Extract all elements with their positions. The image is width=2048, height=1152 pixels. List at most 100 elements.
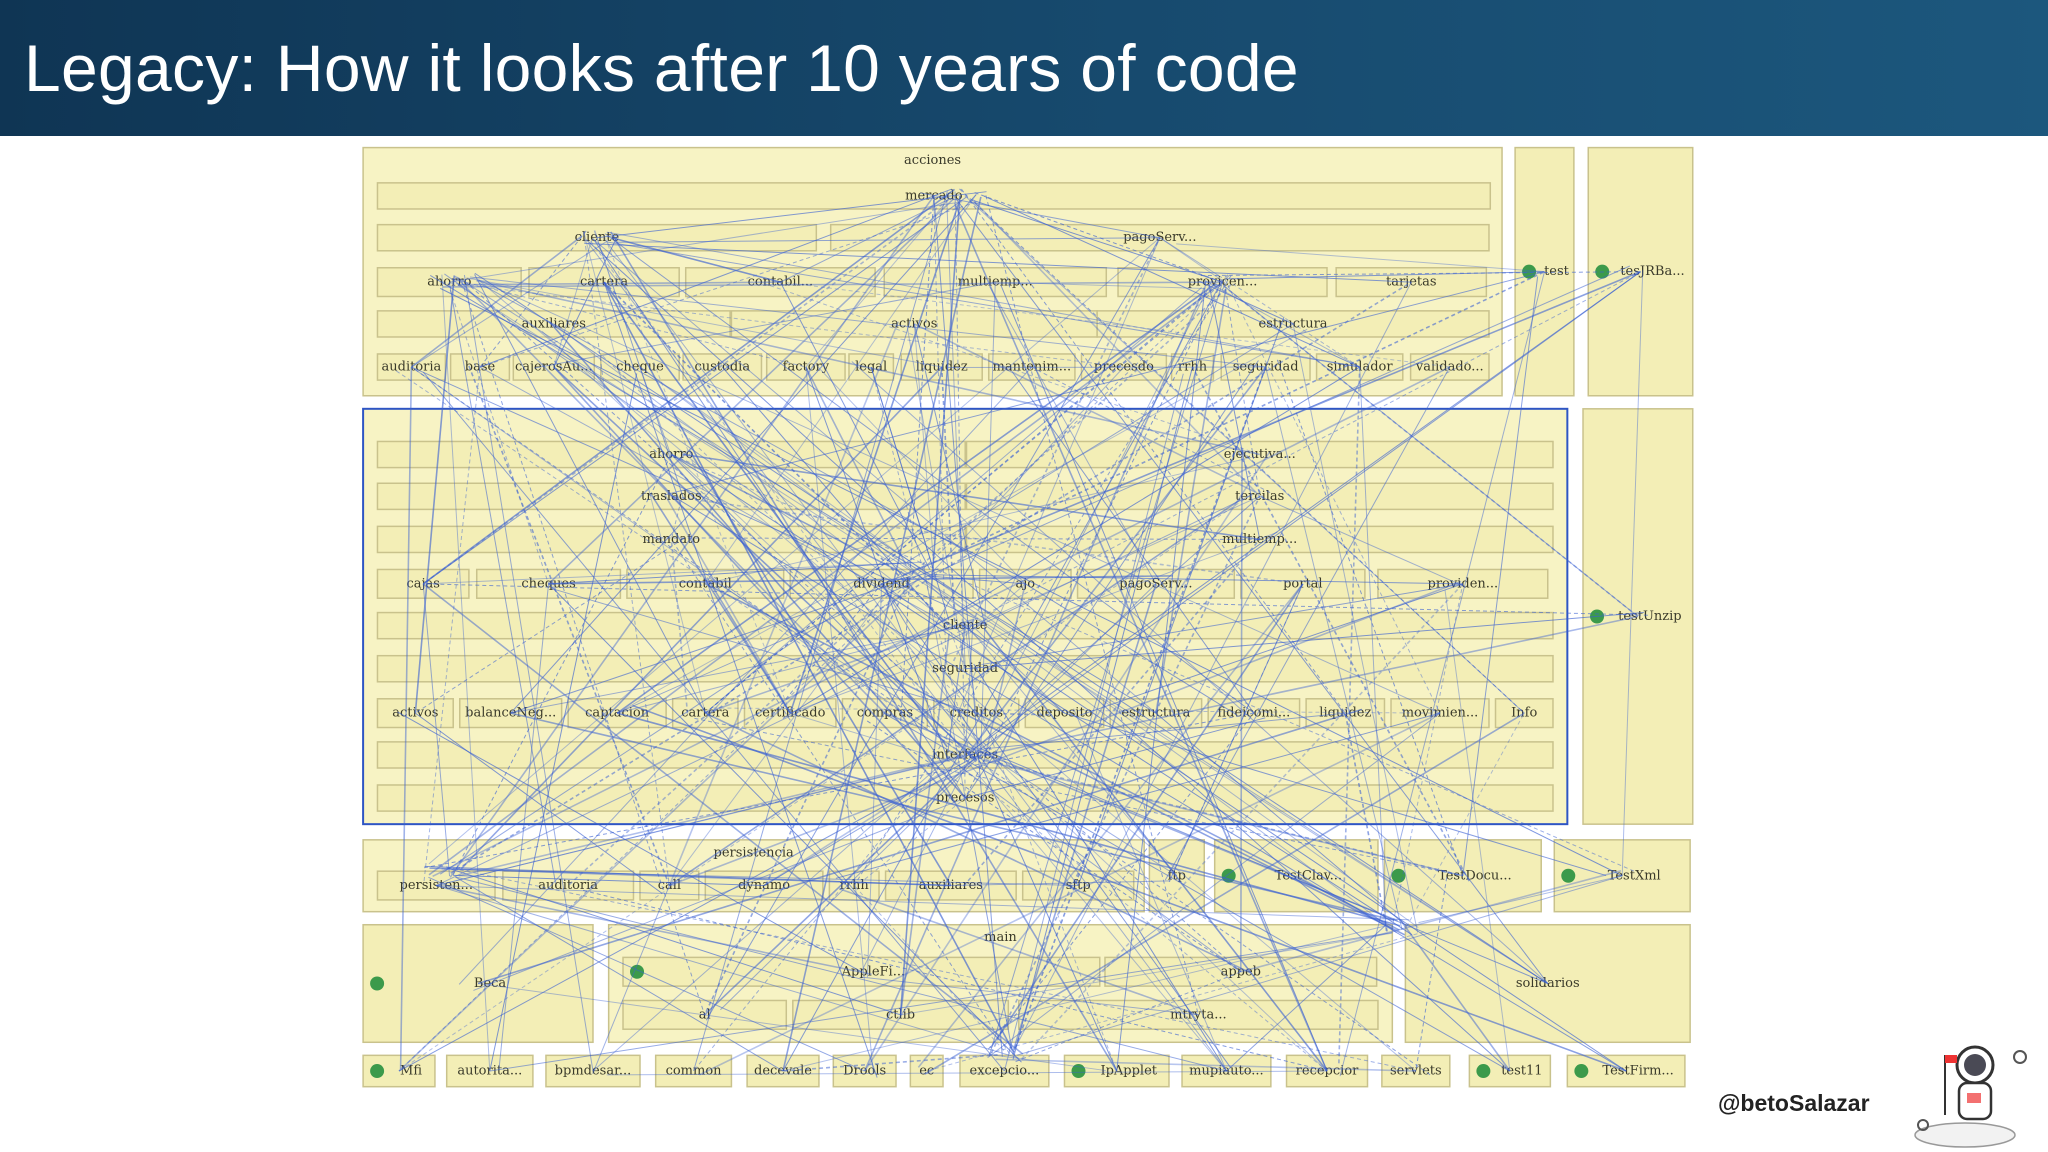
dependency-edge — [456, 276, 1549, 984]
dependency-edge — [927, 575, 1026, 585]
module-label: acciones — [904, 153, 961, 168]
dependency-edge — [902, 270, 1641, 576]
dependency-edge — [650, 494, 791, 714]
dependency-edge — [947, 755, 1328, 1072]
dependency-edge — [639, 366, 673, 459]
dependency-edge — [971, 198, 1261, 497]
dependency-edge — [1208, 284, 1261, 540]
dependency-edge — [584, 242, 1412, 283]
dependency-edge — [1017, 875, 1623, 1056]
dependency-edge — [1232, 283, 1360, 368]
dependency-edge — [1415, 877, 1448, 1072]
dependency-edge — [479, 188, 952, 368]
dependency-edge — [780, 197, 951, 283]
dependency-edge — [972, 271, 1641, 756]
dependency-edge — [932, 270, 1545, 564]
dependency-edge — [474, 274, 706, 714]
dependency-edge — [469, 276, 1266, 368]
dependency-edge — [1079, 583, 1464, 716]
dependency-edge — [956, 495, 1260, 634]
dependency-edge — [682, 453, 1260, 541]
dependency-edge — [448, 282, 557, 884]
dependency-edge — [694, 717, 1463, 877]
dependency-edge — [1444, 589, 1511, 1072]
dependency-edge — [955, 747, 1227, 1072]
dependency-edge — [590, 240, 966, 756]
dependency-edge — [1225, 271, 1545, 280]
dependency-edge — [436, 751, 984, 887]
module-box — [959, 1054, 1050, 1088]
dependency-edge — [603, 281, 878, 1078]
dependency-edge — [693, 750, 953, 1072]
dependency-edge — [704, 583, 1406, 936]
dependency-edge — [398, 494, 1251, 1072]
class-icon — [1476, 1064, 1491, 1079]
dependency-edge — [1176, 243, 1545, 273]
dependency-edge — [899, 633, 950, 1015]
dependency-edge — [510, 568, 939, 714]
dependency-edge — [477, 279, 1441, 714]
module-box — [1018, 999, 1379, 1030]
dependency-edge — [971, 615, 1639, 759]
dependency-edge — [859, 797, 966, 884]
dependency-edge — [567, 284, 1232, 887]
dependency-edge — [398, 275, 1230, 1072]
dependency-edge — [553, 366, 955, 803]
dependency-edge — [489, 373, 638, 1072]
module-label: cliente — [943, 618, 988, 633]
dependency-edge — [961, 188, 1346, 714]
dependency-edge — [704, 284, 1219, 714]
dependency-edge — [782, 1054, 998, 1072]
module-box — [1080, 353, 1168, 381]
dependency-edge — [510, 194, 977, 714]
dependency-edge — [838, 888, 1199, 1016]
dependency-edge — [1012, 366, 1267, 1055]
dependency-edge — [463, 274, 594, 1072]
dependency-edge — [429, 867, 951, 887]
dependency-edge — [987, 712, 1255, 1050]
dependency-edge — [1000, 285, 1328, 1072]
dependency-edge — [705, 456, 1252, 585]
dependency-edge — [652, 537, 1260, 540]
dependency-edge — [610, 231, 1118, 1072]
dependency-edge — [1168, 583, 1304, 883]
dependency-edge — [399, 367, 413, 1070]
dependency-edge — [474, 272, 1549, 984]
dependency-edge — [960, 624, 1627, 1072]
dependency-edge — [422, 583, 451, 877]
dependency-edge — [967, 366, 1267, 755]
dependency-edge — [962, 538, 1261, 887]
dependency-edge — [1198, 280, 1294, 325]
dependency-edge — [1462, 276, 1539, 876]
dependency-edge — [1226, 924, 1387, 1072]
dependency-edge — [454, 876, 784, 1072]
dependency-edge — [616, 265, 1631, 714]
dependency-edge — [593, 230, 598, 238]
dependency-edge — [772, 280, 1450, 368]
dependency-edge — [899, 196, 961, 1015]
class-icon — [370, 976, 385, 991]
dependency-edge — [1339, 271, 1545, 1077]
dependency-edge — [458, 366, 1033, 985]
dependency-edge — [632, 704, 1627, 1072]
dependency-edge — [1200, 271, 1641, 277]
dependency-edge — [995, 1058, 1416, 1072]
dependency-edge — [479, 230, 587, 368]
dependency-edge — [974, 192, 1223, 283]
dependency-edge — [704, 193, 977, 585]
dependency-edge — [422, 583, 1024, 1055]
module-boxes: accionesmercadoclientepagoServ...ahorroc… — [362, 146, 1694, 1088]
dependency-edge — [704, 755, 978, 1016]
dependency-edge — [548, 575, 1173, 585]
module-label: persistencia — [714, 845, 794, 860]
dependency-edge — [548, 198, 954, 585]
module-label: liquidez — [1319, 706, 1371, 721]
dependency-edge — [668, 570, 903, 886]
dependency-edge — [1240, 870, 1622, 973]
dependency-edge — [617, 626, 956, 714]
dependency-edge — [983, 627, 1328, 1072]
dependency-edge — [982, 759, 1464, 877]
dependency-edge — [995, 281, 1205, 289]
dependency-edge — [900, 195, 935, 722]
